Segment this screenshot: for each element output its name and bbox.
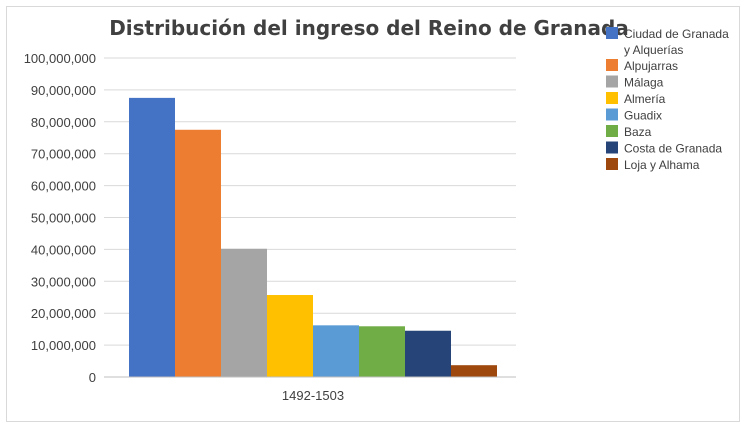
y-tick-label: 80,000,000	[31, 115, 96, 130]
legend-swatch	[606, 141, 618, 154]
category-label: 1492-1503	[282, 388, 344, 403]
legend-swatch	[606, 158, 618, 170]
bar-costa-de-granada	[405, 330, 451, 377]
y-tick-label: 30,000,000	[31, 274, 96, 289]
legend: Ciudad de Granada y Alquerías Alpujarras Má…	[606, 27, 729, 172]
legend-swatch	[606, 27, 618, 39]
legend-label: Loja y Alhama	[624, 158, 700, 172]
bar-malaga	[221, 248, 267, 377]
legend-label: Málaga	[624, 76, 664, 90]
y-tick-label: 0	[89, 370, 96, 385]
legend-label: y Alquerías	[624, 43, 683, 57]
y-tick-label: 50,000,000	[31, 211, 96, 226]
legend-swatch	[606, 75, 618, 88]
bar-baza	[359, 326, 405, 377]
legend-swatch	[606, 108, 618, 121]
legend-label: Almería	[624, 92, 666, 106]
bar-alpujarras	[175, 129, 221, 377]
legend-label: Costa de Granada	[624, 142, 722, 156]
legend-swatch	[606, 92, 618, 104]
bars	[129, 97, 497, 377]
legend-swatch	[606, 59, 618, 71]
y-tick-label: 100,000,000	[24, 51, 96, 66]
y-tick-label: 60,000,000	[31, 179, 96, 194]
bar-loja-y-alhama	[451, 365, 497, 377]
y-axis-ticks: 0 10,000,000 20,000,000 30,000,000 40,000,00…	[24, 51, 96, 385]
bar-ciudad-de-granada-y-alquerias	[129, 97, 175, 377]
y-tick-label: 90,000,000	[31, 83, 96, 98]
legend-label: Alpujarras	[624, 59, 678, 73]
y-tick-label: 20,000,000	[31, 306, 96, 321]
legend-label: Ciudad de Granada	[624, 27, 729, 41]
y-tick-label: 40,000,000	[31, 242, 96, 257]
y-tick-label: 70,000,000	[31, 147, 96, 162]
chart-title: Distribución del ingreso del Reino de Gr…	[109, 16, 629, 40]
legend-label: Guadix	[624, 109, 662, 123]
y-tick-label: 10,000,000	[31, 338, 96, 353]
legend-label: Baza	[624, 125, 652, 139]
bar-almeria	[267, 295, 313, 377]
legend-swatch	[606, 125, 618, 137]
bar-guadix	[313, 325, 359, 377]
